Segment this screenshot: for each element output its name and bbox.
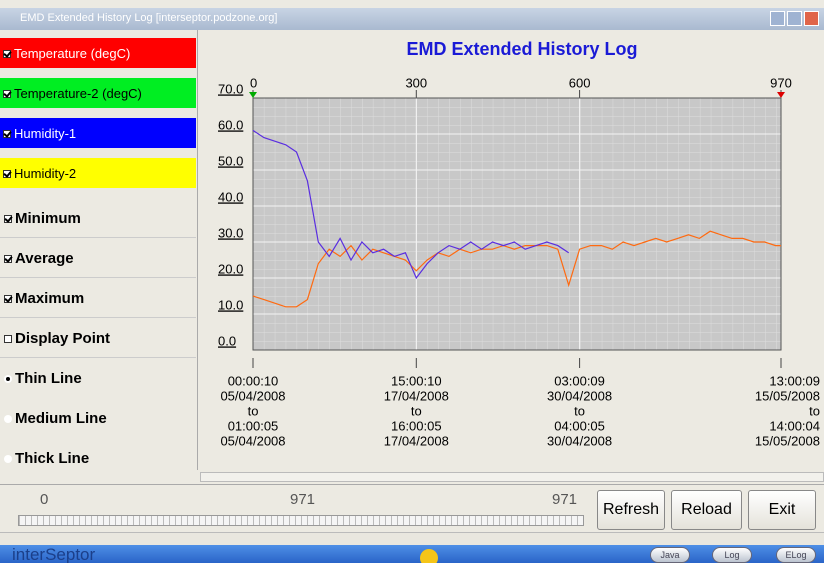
- tray-icon[interactable]: [420, 549, 438, 563]
- channel-toggle[interactable]: Humidity-2: [0, 158, 196, 188]
- option-label: Thin Line: [15, 370, 82, 387]
- y-tick-label: 70.0: [218, 81, 243, 96]
- line-style-option[interactable]: Thin Line: [0, 358, 196, 398]
- radio-button[interactable]: [4, 375, 12, 383]
- chart: EMD Extended History Log 0.0 10.0 20.0 30.0…: [218, 39, 820, 449]
- y-tick-label: 10.0: [218, 297, 243, 312]
- x-range-label: 15:00:10: [391, 373, 442, 388]
- taskbar-pill[interactable]: Log: [712, 547, 752, 563]
- slider-max: 971: [552, 491, 578, 508]
- taskbar-pill[interactable]: ELog: [776, 547, 816, 563]
- checkbox[interactable]: [3, 90, 11, 98]
- slider-min: 0: [40, 491, 49, 508]
- x-tick-label: 0: [250, 75, 257, 90]
- line-style-option[interactable]: Medium Line: [0, 398, 196, 438]
- x-range-label: 00:00:10: [228, 373, 279, 388]
- x-range-label: 05/04/2008: [220, 433, 285, 448]
- x-range-label: 13:00:09: [769, 373, 820, 388]
- reload-button[interactable]: Reload: [671, 490, 742, 530]
- x-range-label: 17/04/2008: [384, 388, 449, 403]
- channel-label: Temperature (degC): [14, 46, 131, 61]
- horizontal-scrollbar[interactable]: [200, 472, 824, 482]
- x-tick-label: 600: [569, 75, 591, 90]
- x-range-label: 30/04/2008: [547, 433, 612, 448]
- data-line: [252, 230, 781, 308]
- x-range-label: 15/05/2008: [755, 388, 820, 403]
- checkbox[interactable]: [4, 255, 12, 263]
- range-marker: [777, 92, 785, 98]
- radio-button[interactable]: [4, 415, 12, 423]
- control-panel: 0 971 971 Refresh Reload Exit: [0, 484, 824, 532]
- channel-label: Humidity-2: [14, 166, 77, 181]
- plot-frame: [252, 97, 782, 351]
- x-range-label: 03:00:09: [554, 373, 605, 388]
- x-range-label: 15/05/2008: [755, 433, 820, 448]
- x-tick-label: 300: [405, 75, 427, 90]
- slider[interactable]: [18, 515, 584, 526]
- channel-toggle[interactable]: Humidity-1: [0, 118, 196, 148]
- chart-title: EMD Extended History Log: [406, 39, 637, 59]
- x-range-label: 30/04/2008: [547, 388, 612, 403]
- sidebar: Temperature (degC) Temperature-2 (degC) …: [0, 30, 198, 470]
- channel-label: Temperature-2 (degC): [14, 86, 142, 101]
- exit-button[interactable]: Exit: [748, 490, 816, 530]
- checkbox[interactable]: [4, 295, 12, 303]
- minor-grid: [253, 98, 781, 350]
- y-tick-label: 50.0: [218, 153, 243, 168]
- x-range-label: to: [574, 403, 585, 418]
- option-label: Maximum: [15, 290, 85, 307]
- channel-toggle[interactable]: Temperature (degC): [0, 38, 196, 68]
- radio-button[interactable]: [4, 455, 12, 463]
- x-range-label: 14:00:04: [769, 418, 820, 433]
- x-range-label: 05/04/2008: [220, 388, 285, 403]
- y-tick-label: 0.0: [218, 333, 236, 348]
- taskbar: interSeptor Java Log ELog: [0, 545, 824, 563]
- x-tick-label: 970: [770, 75, 792, 90]
- x-range-label: to: [411, 403, 422, 418]
- status-strip: [0, 532, 824, 545]
- slider-value: 971: [290, 491, 316, 508]
- option-toggle[interactable]: Maximum: [0, 278, 196, 318]
- x-range-label: to: [809, 403, 820, 418]
- x-range-label: 17/04/2008: [384, 433, 449, 448]
- window-title: EMD Extended History Log [interseptor.po…: [20, 12, 278, 24]
- option-toggle[interactable]: Display Point: [0, 318, 196, 358]
- option-label: Thick Line: [15, 450, 90, 467]
- option-label: Display Point: [15, 330, 111, 347]
- channel-toggle[interactable]: Temperature-2 (degC): [0, 78, 196, 108]
- data-line: [252, 129, 570, 280]
- y-tick-label: 20.0: [218, 261, 243, 276]
- channel-label: Humidity-1: [14, 126, 77, 141]
- checkbox[interactable]: [4, 335, 12, 343]
- x-range-label: to: [248, 403, 259, 418]
- minimize-button[interactable]: [770, 11, 785, 26]
- checkbox[interactable]: [3, 130, 11, 138]
- y-tick-label: 40.0: [218, 189, 243, 204]
- option-label: Average: [15, 250, 74, 267]
- option-toggle[interactable]: Minimum: [0, 198, 196, 238]
- app-name: interSeptor: [12, 545, 96, 563]
- option-label: Minimum: [15, 210, 81, 227]
- close-button[interactable]: [804, 11, 819, 26]
- x-range-label: 04:00:05: [554, 418, 605, 433]
- y-tick-label: 30.0: [218, 225, 243, 240]
- title-bar: EMD Extended History Log [interseptor.po…: [0, 8, 824, 30]
- range-marker: [249, 92, 257, 98]
- option-toggle[interactable]: Average: [0, 238, 196, 278]
- x-range-label: 01:00:05: [228, 418, 279, 433]
- maximize-button[interactable]: [787, 11, 802, 26]
- line-style-option[interactable]: Thick Line: [0, 438, 196, 478]
- x-range-label: 16:00:05: [391, 418, 442, 433]
- checkbox[interactable]: [3, 170, 11, 178]
- checkbox[interactable]: [3, 50, 11, 58]
- option-label: Medium Line: [15, 410, 107, 427]
- checkbox[interactable]: [4, 215, 12, 223]
- refresh-button[interactable]: Refresh: [597, 490, 665, 530]
- taskbar-pill[interactable]: Java: [650, 547, 690, 563]
- y-tick-label: 60.0: [218, 117, 243, 132]
